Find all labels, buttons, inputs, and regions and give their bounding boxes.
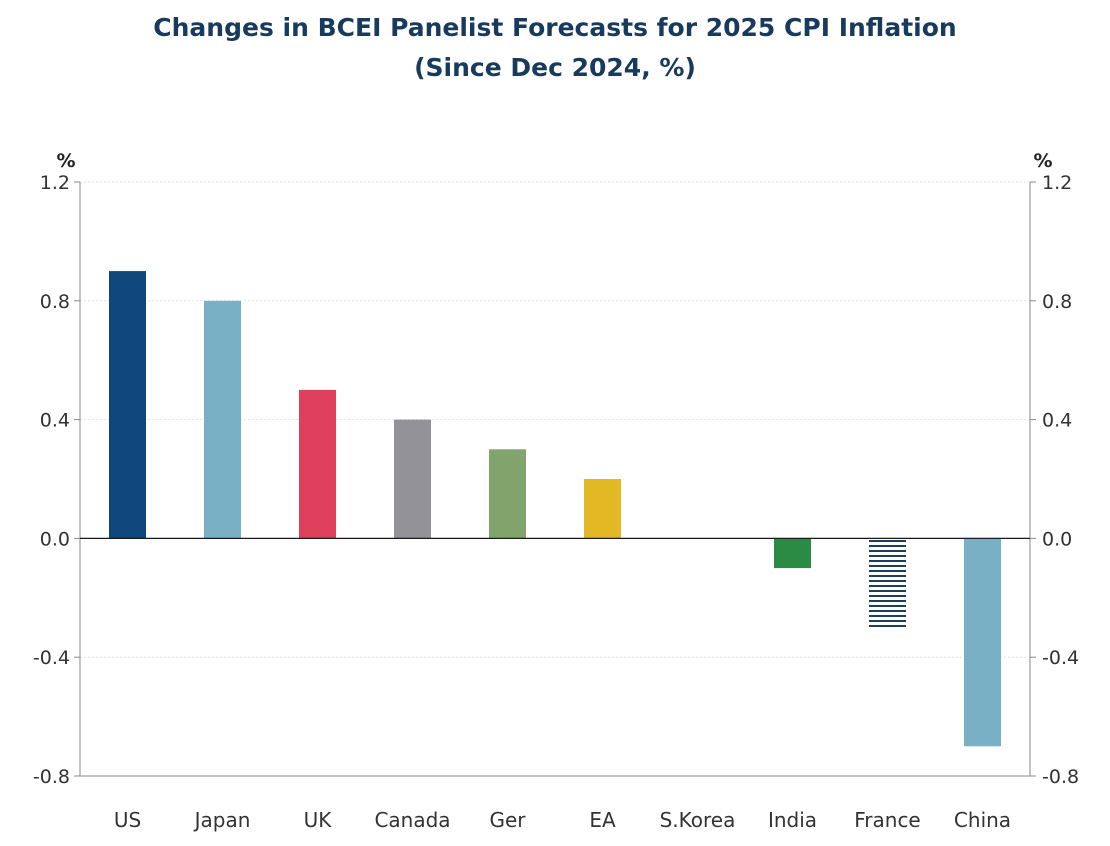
bar-canada [394,419,431,539]
bar-us [109,271,146,539]
bar-india [774,538,811,569]
x-label-uk: UK [304,808,333,832]
bar-ea [584,479,621,539]
x-label-skorea: S.Korea [660,808,736,832]
axes [74,181,1036,777]
y-tick-label-left: 0.0 [40,528,70,550]
y-tick-label-left: -0.4 [33,647,70,669]
y-tick-label-left: 1.2 [40,172,70,194]
x-label-ger: Ger [489,808,526,832]
y-tick-label-left: 0.4 [40,410,70,432]
bar-japan [204,300,241,539]
y-tick-label-right: 0.4 [1042,410,1072,432]
y-tick-labels: 1.2 1.2 0.8 0.8 0.4 0.4 0.0 0.0 -0.4 -0.4 -0.8 -0.8 [33,172,1079,788]
chart-subtitle: (Since Dec 2024, %) [414,53,696,82]
bars [109,271,1001,747]
bar-france [869,538,906,628]
bar-china [964,538,1001,747]
y-tick-label-right: 0.0 [1042,528,1072,550]
x-label-china: China [954,808,1011,832]
y-tick-label-right: 0.8 [1042,291,1072,313]
bar-ger [489,449,526,539]
y-tick-label-right: -0.4 [1042,647,1079,669]
y-unit-right: % [1033,150,1052,172]
x-label-india: India [768,808,817,832]
y-tick-label-left: -0.8 [33,766,70,788]
x-label-ea: EA [589,808,616,832]
y-tick-label-left: 0.8 [40,291,70,313]
y-unit-left: % [56,150,75,172]
x-label-canada: Canada [374,808,450,832]
y-tick-label-right: 1.2 [1042,172,1072,194]
bar-uk [299,389,336,539]
chart-title-block: Changes in BCEI Panelist Forecasts for 2… [0,8,1110,88]
x-label-japan: Japan [193,808,251,832]
x-category-labels: US Japan UK Canada Ger EA S.Korea India France Ch… [114,808,1011,832]
y-tick-label-right: -0.8 [1042,766,1079,788]
x-label-us: US [114,808,141,832]
x-label-france: France [854,808,921,832]
chart-title: Changes in BCEI Panelist Forecasts for 2… [153,13,957,42]
